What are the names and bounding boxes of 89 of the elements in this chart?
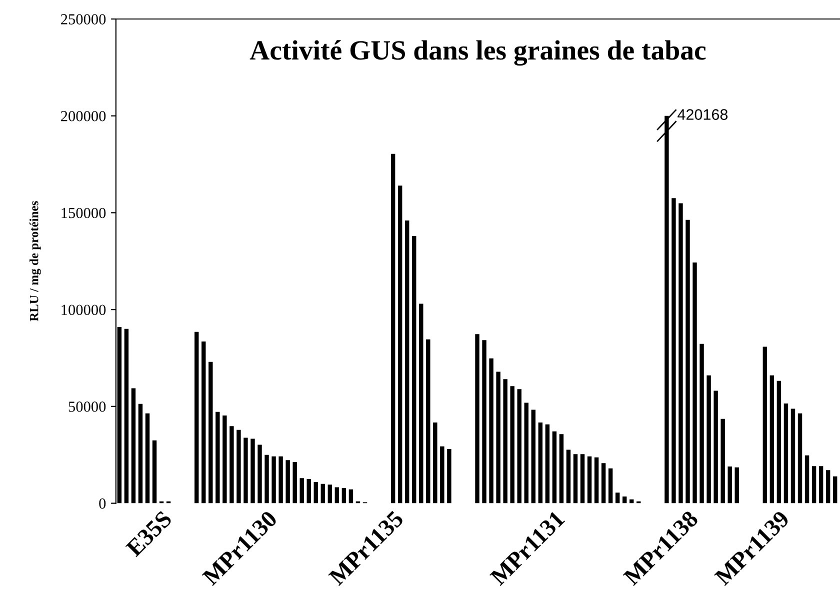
bar: [230, 426, 234, 504]
bar: [615, 492, 620, 504]
bar: [672, 198, 676, 504]
bar: [334, 487, 340, 504]
bar: [314, 482, 318, 504]
bar: [236, 430, 241, 504]
bar: [244, 438, 248, 504]
bar: [728, 466, 732, 504]
bar: [706, 375, 711, 504]
bar: [306, 479, 311, 504]
bar: [566, 450, 571, 504]
bar: [258, 444, 262, 504]
bar: [832, 476, 838, 504]
bar: [524, 402, 528, 504]
bar: [320, 484, 326, 504]
bar: [433, 422, 438, 504]
bar: [145, 413, 150, 504]
bar: [686, 220, 690, 504]
bar: [678, 203, 683, 504]
bar: [552, 431, 557, 504]
bar: [286, 460, 290, 504]
bar: [700, 344, 704, 504]
bar: [594, 457, 599, 504]
bar: [489, 358, 494, 504]
bar: [818, 466, 824, 504]
bar: [440, 446, 444, 504]
bar: [272, 456, 276, 504]
bar: [496, 372, 500, 504]
bar: [714, 390, 718, 504]
bar: [734, 467, 739, 504]
bar: [264, 454, 269, 504]
bar: [404, 220, 410, 504]
bar: [447, 449, 452, 504]
y-axis-title: RLU / mg de protéines: [29, 201, 41, 322]
bar: [517, 389, 522, 504]
bar: [531, 410, 536, 504]
annotation: 420168: [678, 109, 728, 120]
bar: [124, 328, 129, 504]
bar: [250, 438, 255, 504]
bar: [804, 455, 810, 504]
bar: [770, 375, 774, 504]
bar: [784, 404, 788, 504]
bar: [342, 488, 346, 504]
bar: [776, 380, 782, 504]
y-tick-label: 100000: [62, 304, 106, 316]
bar: [208, 362, 213, 504]
y-tick-label: 250000: [61, 14, 106, 24]
bar: [222, 416, 227, 504]
bar: [510, 386, 514, 504]
text: Activité GUS dans les graines de tabac: [250, 40, 706, 66]
bar: [608, 468, 613, 504]
bar: [216, 412, 220, 504]
bar: [475, 334, 480, 504]
bar: [348, 489, 354, 504]
bar: [152, 440, 157, 504]
bar: [580, 454, 585, 504]
bar: [587, 456, 592, 504]
bar: [538, 422, 543, 504]
bar: [131, 388, 136, 504]
y-tick-label: 50000: [68, 402, 106, 412]
bar: [482, 340, 486, 504]
bar: [419, 304, 424, 504]
bar: [692, 262, 697, 504]
bar: [812, 466, 816, 504]
bar: [559, 434, 564, 504]
bar: [622, 496, 627, 504]
bar: [503, 379, 508, 504]
y-tick-label: 200000: [61, 111, 106, 122]
bar: [601, 463, 606, 504]
bar: [300, 478, 304, 504]
y-tick-label: 150000: [62, 208, 106, 218]
bar: [292, 462, 297, 504]
bar: [202, 342, 206, 504]
bar: [426, 339, 430, 504]
y-tick-label: 0: [99, 498, 106, 509]
bar: [826, 470, 830, 504]
bar: [762, 346, 768, 504]
bar: [390, 154, 396, 504]
bar: [278, 456, 283, 504]
bar: [412, 236, 416, 504]
bar: [194, 332, 199, 504]
bar: [798, 413, 802, 504]
bar: [790, 408, 796, 504]
bar: [398, 186, 402, 504]
bar: [138, 404, 143, 504]
bar: [545, 424, 550, 504]
bar: [328, 484, 332, 504]
bar: [573, 454, 578, 504]
bar: [720, 418, 725, 504]
